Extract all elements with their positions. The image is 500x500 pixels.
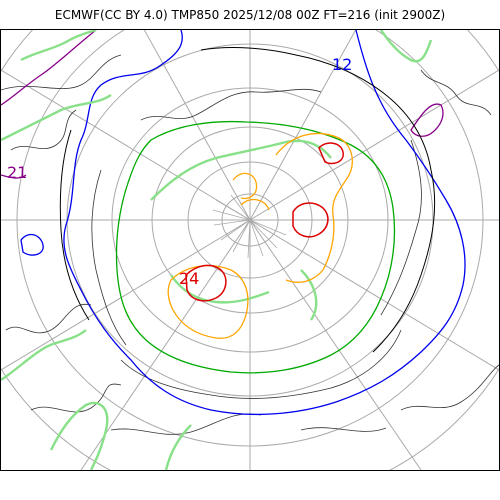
isotherm-12 xyxy=(1,30,444,179)
map-title: ECMWF(CC BY 4.0) TMP850 2025/12/08 00Z F… xyxy=(54,8,446,22)
contour-label-21: 21 xyxy=(7,163,27,182)
meridian-line xyxy=(249,219,422,470)
contour-label-24: 24 xyxy=(179,269,199,288)
meridian-line xyxy=(1,219,251,371)
meridian-line xyxy=(80,219,251,470)
meridian-line xyxy=(249,69,499,221)
isotherm-minus24 xyxy=(185,142,344,302)
contour-labels: 12 21 24 xyxy=(7,55,352,288)
map-panel: 12 21 24 xyxy=(0,29,500,471)
meridian-line xyxy=(1,69,251,221)
isotherm-minus12 xyxy=(1,30,433,470)
meridian-line xyxy=(249,219,499,371)
isotherm-minus18 xyxy=(167,132,353,339)
pole-meridian-fan xyxy=(212,194,287,259)
polar-stereographic-map: 12 21 24 xyxy=(1,30,499,470)
contour-label-12: 12 xyxy=(332,55,352,74)
meridian-graticule xyxy=(1,30,499,470)
meridian-line xyxy=(143,30,251,221)
isotherm-0 xyxy=(20,30,466,416)
meridian-line xyxy=(249,30,357,221)
isotherm-minus6 xyxy=(115,120,396,374)
isotherm-6 xyxy=(59,47,436,353)
